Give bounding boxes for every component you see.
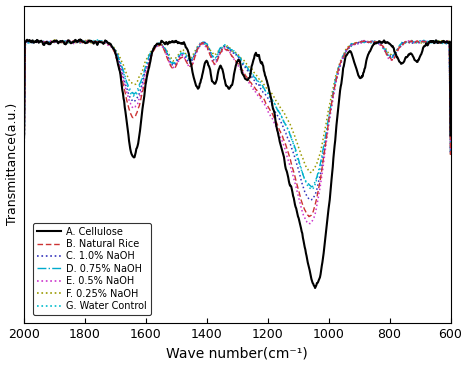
D. 0.75% NaOH xyxy=(448,152,453,156)
G. Water Control xyxy=(354,41,360,45)
E. 0.5% NaOH xyxy=(302,215,307,220)
B. Natural Rice xyxy=(407,40,412,44)
F. 0.25% NaOH xyxy=(448,152,453,157)
G. Water Control xyxy=(308,187,314,191)
G. Water Control xyxy=(157,41,162,45)
Legend: A. Cellulose, B. Natural Rice, C. 1.0% NaOH, D. 0.75% NaOH, E. 0.5% NaOH, F. 0.2: A. Cellulose, B. Natural Rice, C. 1.0% N… xyxy=(33,223,151,315)
D. 0.75% NaOH xyxy=(308,184,314,189)
G. Water Control xyxy=(126,87,132,92)
G. Water Control xyxy=(95,38,101,42)
F. 0.25% NaOH xyxy=(354,41,360,45)
B. Natural Rice xyxy=(157,43,162,47)
B. Natural Rice xyxy=(126,107,132,111)
C. 1.0% NaOH xyxy=(407,41,412,45)
Line: D. 0.75% NaOH: D. 0.75% NaOH xyxy=(24,40,451,187)
E. 0.5% NaOH xyxy=(354,42,360,46)
Line: A. Cellulose: A. Cellulose xyxy=(24,40,451,288)
D. 0.75% NaOH xyxy=(354,41,359,45)
A. Cellulose xyxy=(312,286,318,290)
Line: B. Natural Rice: B. Natural Rice xyxy=(24,40,451,217)
B. Natural Rice xyxy=(66,38,72,42)
A. Cellulose xyxy=(77,37,83,42)
Line: F. 0.25% NaOH: F. 0.25% NaOH xyxy=(24,40,451,172)
A. Cellulose xyxy=(354,69,360,74)
F. 0.25% NaOH xyxy=(157,43,162,48)
E. 0.5% NaOH xyxy=(407,40,412,44)
F. 0.25% NaOH xyxy=(302,162,307,166)
D. 0.75% NaOH xyxy=(22,152,27,156)
C. 1.0% NaOH xyxy=(22,152,27,156)
E. 0.5% NaOH xyxy=(157,42,162,46)
E. 0.5% NaOH xyxy=(307,221,313,226)
Line: G. Water Control: G. Water Control xyxy=(24,40,451,189)
A. Cellulose xyxy=(22,133,27,138)
B. Natural Rice xyxy=(354,40,360,44)
A. Cellulose xyxy=(448,133,453,138)
A. Cellulose xyxy=(126,139,132,143)
G. Water Control xyxy=(407,40,412,44)
E. 0.5% NaOH xyxy=(126,98,132,102)
X-axis label: Wave number(cm⁻¹): Wave number(cm⁻¹) xyxy=(167,347,308,361)
B. Natural Rice xyxy=(302,208,307,212)
B. Natural Rice xyxy=(306,214,312,219)
D. 0.75% NaOH xyxy=(301,175,307,180)
B. Natural Rice xyxy=(142,81,148,85)
D. 0.75% NaOH xyxy=(156,42,162,46)
E. 0.5% NaOH xyxy=(142,73,148,78)
D. 0.75% NaOH xyxy=(421,38,426,42)
F. 0.25% NaOH xyxy=(22,153,27,157)
A. Cellulose xyxy=(302,245,307,249)
E. 0.5% NaOH xyxy=(22,153,27,157)
F. 0.25% NaOH xyxy=(51,38,57,42)
C. 1.0% NaOH xyxy=(126,93,132,97)
A. Cellulose xyxy=(157,42,162,46)
D. 0.75% NaOH xyxy=(406,41,412,45)
C. 1.0% NaOH xyxy=(354,42,360,46)
A. Cellulose xyxy=(142,89,148,93)
C. 1.0% NaOH xyxy=(308,198,314,202)
F. 0.25% NaOH xyxy=(407,40,412,44)
A. Cellulose xyxy=(407,52,412,56)
E. 0.5% NaOH xyxy=(448,152,453,157)
E. 0.5% NaOH xyxy=(86,38,92,42)
C. 1.0% NaOH xyxy=(70,38,76,42)
G. Water Control xyxy=(302,177,307,182)
C. 1.0% NaOH xyxy=(157,42,162,47)
F. 0.25% NaOH xyxy=(126,78,132,82)
F. 0.25% NaOH xyxy=(307,170,313,175)
F. 0.25% NaOH xyxy=(142,60,148,65)
C. 1.0% NaOH xyxy=(142,70,148,74)
B. Natural Rice xyxy=(448,153,453,157)
G. Water Control xyxy=(448,153,453,157)
C. 1.0% NaOH xyxy=(448,152,453,157)
G. Water Control xyxy=(22,153,27,157)
B. Natural Rice xyxy=(22,152,27,156)
Y-axis label: Transmittance(a.u.): Transmittance(a.u.) xyxy=(6,103,19,225)
D. 0.75% NaOH xyxy=(125,84,131,88)
D. 0.75% NaOH xyxy=(141,69,147,74)
Line: C. 1.0% NaOH: C. 1.0% NaOH xyxy=(24,40,451,200)
Line: E. 0.5% NaOH: E. 0.5% NaOH xyxy=(24,40,451,224)
C. 1.0% NaOH xyxy=(302,190,307,194)
G. Water Control xyxy=(142,68,148,72)
